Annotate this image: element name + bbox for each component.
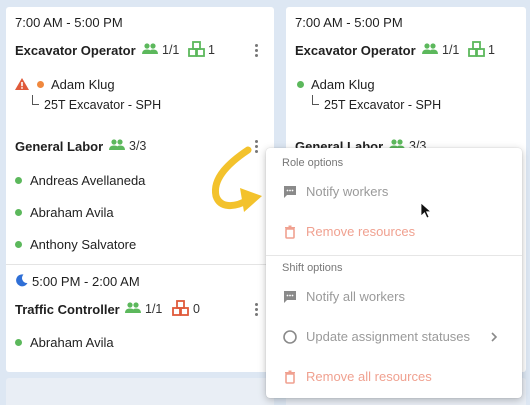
equipment-count: 0 [193, 302, 200, 316]
workers-count: 1/1 [145, 302, 163, 316]
menu-item-label: Remove resources [306, 224, 416, 239]
status-dot [37, 81, 44, 88]
role-title: Excavator Operator [15, 43, 136, 58]
notify-all-workers-item[interactable]: Notify all workers [266, 279, 522, 315]
workers-count: 1/1 [162, 43, 180, 57]
status-dot [15, 339, 22, 346]
status-dot [15, 177, 22, 184]
shift-time: 7:00 AM - 5:00 PM [295, 15, 403, 30]
shift-divider [6, 264, 274, 265]
remove-all-resources-item[interactable]: Remove all resources [266, 359, 522, 395]
role-title: General Labor [15, 139, 104, 154]
update-assignment-statuses-item[interactable]: Update assignment statuses [266, 319, 522, 355]
column-footer [6, 378, 274, 405]
notify-workers-item[interactable]: Notify workers [266, 174, 522, 210]
role-options-button[interactable] [255, 303, 259, 318]
annotation-arrow-icon [211, 146, 262, 212]
moon-icon [16, 274, 28, 287]
workers-count: 3/3 [129, 139, 147, 153]
equipment-branch-line [312, 95, 319, 105]
chevron-right-icon [491, 332, 498, 342]
menu-section-header: Role options [282, 157, 344, 169]
menu-section-header: Shift options [282, 262, 343, 274]
worker-name[interactable]: Anthony Salvatore [30, 237, 137, 252]
trash-icon [285, 225, 295, 239]
status-dot [297, 81, 304, 88]
equipment-boxes-icon [188, 41, 205, 57]
people-icon [125, 302, 141, 313]
equipment-name[interactable]: 25T Excavator - SPH [44, 98, 162, 112]
shift-time: 5:00 PM - 2:00 AM [32, 274, 140, 289]
message-icon [284, 186, 296, 198]
shift-time: 7:00 AM - 5:00 PM [15, 15, 123, 30]
cursor-icon [420, 202, 432, 219]
worker-name[interactable]: Abraham Avila [30, 205, 114, 220]
equipment-count: 1 [488, 43, 495, 57]
warning-icon [15, 78, 29, 90]
equipment-count: 1 [208, 43, 215, 57]
menu-item-label: Update assignment statuses [306, 329, 471, 344]
menu-item-label: Notify all workers [306, 289, 405, 304]
people-icon [142, 43, 158, 54]
role-title: Excavator Operator [295, 43, 416, 58]
workers-count: 1/1 [442, 43, 460, 57]
role-options-button[interactable] [255, 140, 259, 155]
menu-item-label: Notify workers [306, 184, 389, 199]
people-icon [422, 43, 438, 54]
worker-name[interactable]: Adam Klug [311, 77, 375, 92]
equipment-boxes-icon [468, 41, 485, 57]
worker-name[interactable]: Abraham Avila [30, 335, 114, 350]
role-title: Traffic Controller [15, 302, 120, 317]
trash-icon [285, 370, 295, 384]
equipment-name[interactable]: 25T Excavator - SPH [324, 98, 442, 112]
equipment-boxes-icon [172, 300, 189, 316]
worker-name[interactable]: Andreas Avellaneda [30, 173, 146, 188]
remove-resources-item[interactable]: Remove resources [266, 214, 522, 250]
equipment-branch-line [32, 95, 39, 105]
options-menu: Role options Notify workers Remove resou… [266, 148, 522, 398]
status-dot [15, 209, 22, 216]
people-icon [109, 139, 125, 150]
menu-item-label: Remove all resources [306, 369, 432, 384]
message-icon [284, 291, 296, 303]
role-options-button[interactable] [255, 44, 259, 59]
status-dot [15, 241, 22, 248]
circle-icon [283, 330, 297, 344]
worker-name[interactable]: Adam Klug [51, 77, 115, 92]
menu-divider [266, 255, 522, 256]
